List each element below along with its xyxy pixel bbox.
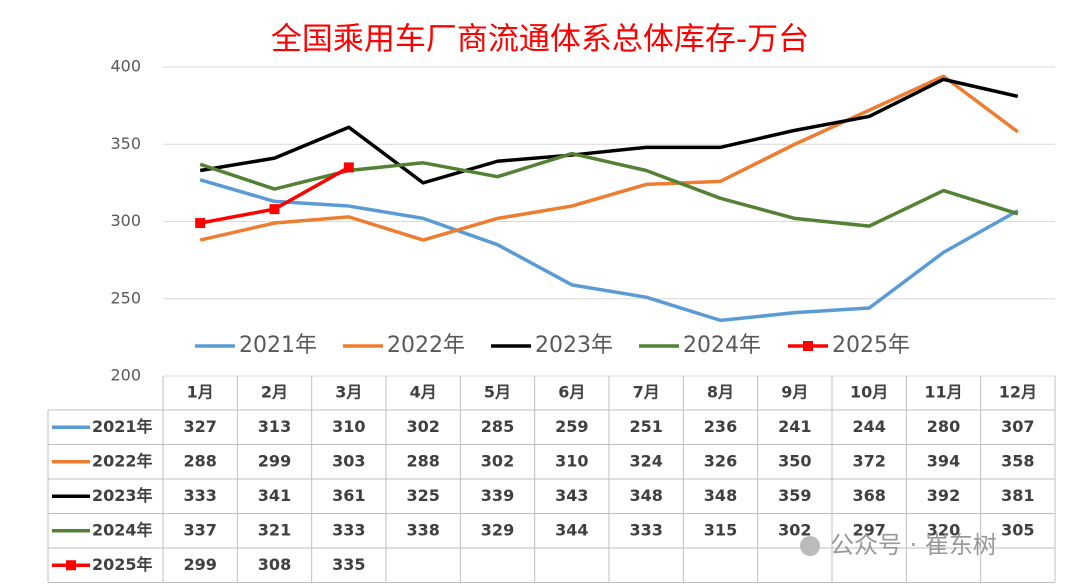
table-cell: 333 (629, 520, 662, 539)
x-tick-label: 9月 (781, 383, 808, 402)
chart-title: 全国乘用车厂商流通体系总体库存-万台 (271, 22, 809, 58)
table-cell: 324 (629, 451, 662, 470)
table-cell: 315 (704, 520, 737, 539)
series-line (199, 74, 1019, 242)
table-cell: 285 (481, 417, 514, 436)
legend-label: 2021年 (239, 333, 317, 358)
table-row-label: 2021年 (92, 417, 153, 436)
x-tick-label: 11月 (924, 383, 962, 402)
table-cell: 359 (778, 486, 811, 505)
table-cell: 381 (1001, 486, 1034, 505)
table-cell: 372 (852, 451, 885, 470)
table-cell: 339 (481, 486, 514, 505)
table-cell: 313 (258, 417, 291, 436)
table-cell: 288 (406, 451, 439, 470)
y-tick-label: 300 (110, 211, 141, 230)
y-tick-label: 400 (110, 57, 141, 76)
table-cell: 333 (183, 486, 216, 505)
table-cell: 394 (927, 451, 960, 470)
table-cell: 329 (481, 520, 514, 539)
table-cell: 244 (852, 417, 885, 436)
table-cell: 236 (704, 417, 737, 436)
series-line (199, 178, 1019, 323)
table-cell: 303 (332, 451, 365, 470)
series-line (199, 77, 1019, 185)
table-cell: 348 (704, 486, 737, 505)
table-cell: 361 (332, 486, 365, 505)
table-cell: 302 (406, 417, 439, 436)
x-tick-label: 1月 (187, 383, 214, 402)
table-cell: 350 (778, 451, 811, 470)
table-cell: 368 (852, 486, 885, 505)
watermark-group: 公众号 · 崔东树 (800, 531, 997, 559)
table-row-label: 2023年 (92, 486, 153, 505)
table-cell: 280 (927, 417, 960, 436)
x-tick-label: 4月 (410, 383, 437, 402)
table-row-label: 2024年 (92, 520, 153, 539)
y-tick-label: 250 (110, 288, 141, 307)
x-tick-label: 5月 (484, 383, 511, 402)
table-row-label: 2025年 (92, 555, 153, 574)
legend-label: 2022年 (387, 333, 465, 358)
table-cell: 348 (629, 486, 662, 505)
table-cell: 343 (555, 486, 588, 505)
x-tick-label: 7月 (633, 383, 660, 402)
table-cell: 259 (555, 417, 588, 436)
x-tick-label: 12月 (999, 383, 1037, 402)
table-cell: 299 (183, 555, 216, 574)
table-cell: 251 (629, 417, 662, 436)
table-cell: 308 (258, 555, 291, 574)
table-cell: 297 (852, 520, 885, 539)
table-legend-marker (66, 560, 76, 571)
series-marker (343, 162, 354, 173)
x-tick-label: 6月 (558, 383, 585, 402)
table-cell: 338 (406, 520, 439, 539)
legend-marker (803, 341, 813, 351)
table-cell: 335 (332, 555, 365, 574)
y-tick-label: 200 (110, 366, 141, 385)
table-cell: 326 (704, 451, 737, 470)
x-tick-label: 2月 (261, 383, 288, 402)
table-cell: 337 (183, 520, 216, 539)
table-cell: 307 (1001, 417, 1034, 436)
table-cell: 333 (332, 520, 365, 539)
table-cell: 320 (927, 520, 960, 539)
table-cell: 310 (332, 417, 365, 436)
table-cell: 344 (555, 520, 588, 539)
legend-label: 2025年 (832, 333, 910, 358)
x-tick-label: 10月 (850, 383, 888, 402)
table-cell: 310 (555, 451, 588, 470)
table-cell: 392 (927, 486, 960, 505)
x-tick-label: 3月 (335, 383, 362, 402)
y-tick-label: 350 (110, 134, 141, 153)
table-cell: 321 (258, 520, 291, 539)
watermark: 公众号 · 崔东树 (830, 531, 997, 559)
series-marker (269, 204, 280, 215)
table-cell: 241 (778, 417, 811, 436)
x-tick-label: 8月 (707, 383, 734, 402)
table-cell: 299 (258, 451, 291, 470)
watermark-icon (800, 536, 820, 556)
legend-label: 2023年 (535, 333, 613, 358)
table-cell: 325 (406, 486, 439, 505)
table-cell: 302 (778, 520, 811, 539)
table-row-label: 2022年 (92, 451, 153, 470)
series-marker (195, 218, 206, 229)
table-cell: 327 (183, 417, 216, 436)
table-cell: 305 (1001, 520, 1034, 539)
table-cell: 302 (481, 451, 514, 470)
legend-label: 2024年 (683, 333, 761, 358)
table-cell: 341 (258, 486, 291, 505)
table-cell: 288 (183, 451, 216, 470)
table-cell: 358 (1001, 451, 1034, 470)
